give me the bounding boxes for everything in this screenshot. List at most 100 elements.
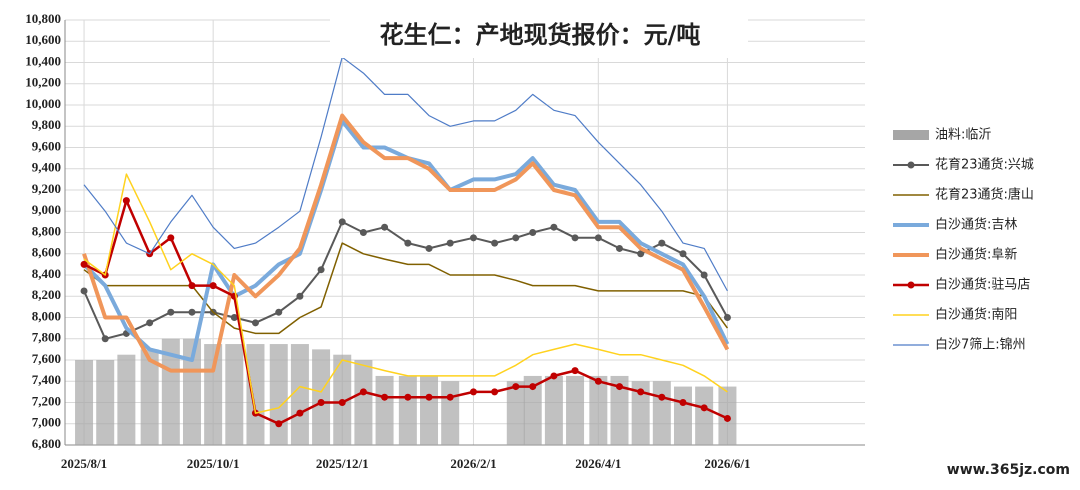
bar bbox=[269, 344, 288, 445]
series-marker bbox=[188, 308, 196, 316]
series-marker bbox=[167, 234, 175, 242]
series-marker bbox=[658, 393, 666, 401]
legend-label: 油料:临沂 bbox=[935, 128, 991, 143]
bar bbox=[544, 375, 563, 445]
series-marker bbox=[571, 367, 579, 375]
series-marker bbox=[425, 244, 433, 252]
series-marker bbox=[209, 282, 217, 290]
bar bbox=[652, 381, 671, 445]
series-line bbox=[83, 173, 728, 414]
series-marker bbox=[338, 399, 346, 406]
chart-title: 花生仁：产地现货报价：元/吨 bbox=[380, 21, 701, 49]
series-marker bbox=[571, 234, 579, 242]
series-marker bbox=[188, 282, 196, 290]
series-marker bbox=[167, 308, 175, 316]
legend: 油料:临沂花育23通货:兴城花育23通货:唐山白沙通货:吉林白沙通货:阜新白沙通… bbox=[893, 128, 1034, 353]
series-marker bbox=[594, 377, 602, 385]
x-tick-label: 2025/8/1 bbox=[61, 456, 107, 471]
series-marker bbox=[359, 388, 367, 396]
y-tick-label: 8,200 bbox=[32, 287, 61, 302]
series-marker bbox=[658, 239, 666, 247]
legend-label: 白沙通货:阜新 bbox=[935, 247, 1017, 263]
bar bbox=[589, 375, 608, 445]
series-marker bbox=[425, 393, 433, 401]
y-tick-label: 9,800 bbox=[32, 117, 61, 132]
bar bbox=[441, 381, 460, 445]
y-tick-label: 7,000 bbox=[32, 415, 61, 430]
series-marker bbox=[723, 314, 731, 321]
bar bbox=[398, 375, 417, 445]
x-tick-label: 2025/12/1 bbox=[316, 456, 369, 471]
series-marker bbox=[550, 372, 558, 380]
series-marker bbox=[700, 271, 708, 279]
watermark: www.365jz.com bbox=[947, 462, 1070, 478]
legend-label: 白沙通货:驻马店 bbox=[935, 277, 1030, 293]
y-tick-label: 7,800 bbox=[32, 330, 61, 345]
series-marker bbox=[146, 319, 154, 327]
y-tick-label: 7,400 bbox=[32, 372, 61, 387]
series-marker bbox=[381, 223, 389, 231]
series-marker bbox=[122, 197, 130, 205]
series-marker bbox=[296, 292, 304, 300]
y-tick-label: 7,200 bbox=[32, 393, 61, 408]
y-tick-label: 10,200 bbox=[25, 75, 61, 90]
legend-label: 白沙通货:南阳 bbox=[935, 307, 1017, 323]
x-tick-label: 2026/6/1 bbox=[704, 456, 750, 471]
series-marker bbox=[359, 229, 367, 236]
series-marker bbox=[446, 393, 454, 401]
bar bbox=[161, 338, 180, 445]
bar bbox=[420, 375, 439, 445]
bar bbox=[631, 381, 650, 445]
y-tick-label: 9,400 bbox=[32, 160, 61, 175]
series-line bbox=[82, 113, 730, 373]
bar bbox=[140, 349, 159, 445]
series-marker bbox=[101, 335, 109, 343]
bar bbox=[246, 344, 265, 445]
legend-marker bbox=[907, 161, 915, 169]
bar bbox=[566, 375, 585, 445]
series-marker bbox=[80, 260, 88, 268]
series-marker bbox=[594, 234, 602, 242]
title-box bbox=[330, 14, 748, 58]
series-marker bbox=[275, 308, 283, 316]
series-marker bbox=[491, 239, 499, 247]
series-marker bbox=[723, 414, 731, 422]
bar bbox=[354, 360, 373, 445]
legend-label: 白沙通货:吉林 bbox=[935, 217, 1017, 233]
series-marker bbox=[275, 420, 283, 428]
series-marker bbox=[80, 287, 88, 295]
series-marker bbox=[615, 383, 623, 391]
series-marker bbox=[700, 404, 708, 412]
y-tick-label: 9,000 bbox=[32, 202, 61, 217]
bar bbox=[225, 344, 244, 445]
bar bbox=[375, 375, 394, 445]
bar bbox=[610, 375, 629, 445]
y-tick-label: 10,600 bbox=[25, 32, 61, 47]
y-tick-label: 10,400 bbox=[25, 53, 61, 68]
legend-marker bbox=[907, 281, 915, 289]
series-marker bbox=[338, 218, 346, 226]
bar bbox=[673, 386, 692, 445]
legend-label: 花育23通货:唐山 bbox=[935, 187, 1034, 203]
series-marker bbox=[446, 239, 454, 247]
y-tick-label: 8,800 bbox=[32, 223, 61, 238]
bar bbox=[506, 381, 525, 445]
bar bbox=[182, 338, 201, 445]
y-tick-label: 10,800 bbox=[25, 11, 61, 26]
series-line bbox=[83, 56, 728, 292]
y-tick-label: 8,000 bbox=[32, 308, 61, 323]
y-tick-label: 9,200 bbox=[32, 181, 61, 196]
bar bbox=[290, 344, 309, 445]
series-marker bbox=[679, 250, 687, 258]
bar bbox=[312, 349, 331, 445]
series-marker bbox=[637, 250, 645, 258]
series-marker bbox=[469, 388, 477, 396]
bar bbox=[96, 360, 115, 445]
series-marker bbox=[512, 383, 520, 391]
legend-swatch bbox=[893, 130, 929, 140]
series-marker bbox=[404, 239, 412, 247]
bar bbox=[695, 386, 714, 445]
x-tick-label: 2026/4/1 bbox=[575, 456, 621, 471]
series-marker bbox=[381, 393, 389, 401]
